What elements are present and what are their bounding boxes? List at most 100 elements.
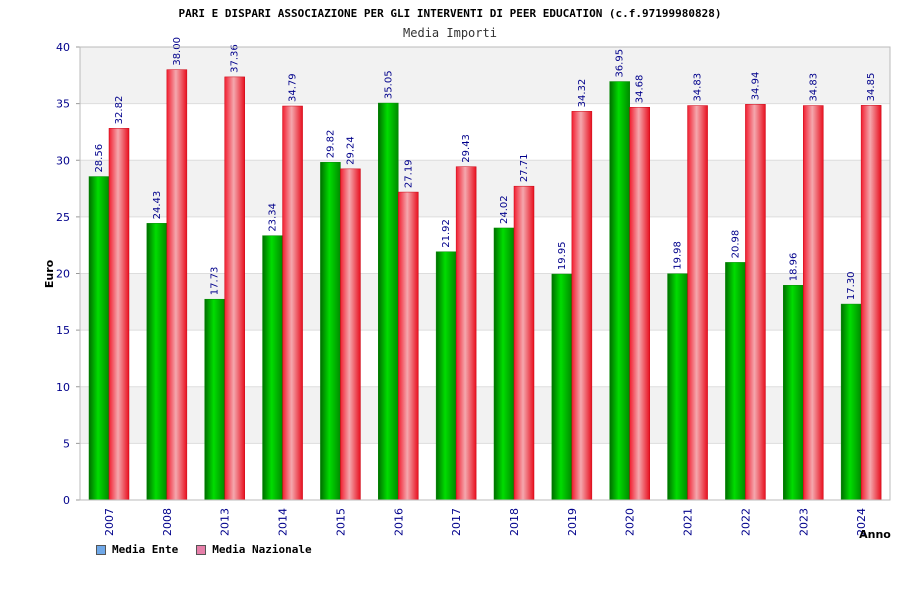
bar-media-nazionale-2015 bbox=[340, 168, 361, 501]
bar-media-nazionale-2021 bbox=[687, 105, 708, 501]
y-tick-label: 5 bbox=[63, 437, 70, 450]
bar-media-nazionale-2024 bbox=[860, 105, 882, 501]
data-label: 18.96 bbox=[788, 253, 799, 282]
data-label: 34.83 bbox=[808, 73, 819, 102]
x-tick-label: 2015 bbox=[334, 508, 347, 536]
x-axis-label: Anno bbox=[859, 528, 891, 541]
data-label: 23.34 bbox=[268, 203, 279, 232]
data-labels-group: 28.56 32.82 24.43 38.00 17.73 37.36 23.34 34.79… bbox=[94, 37, 877, 300]
y-tick-label: 25 bbox=[56, 211, 70, 224]
data-label: 27.19 bbox=[403, 159, 414, 188]
data-label: 34.79 bbox=[288, 73, 299, 102]
data-label: 19.98 bbox=[673, 241, 684, 270]
x-tick-label: 2014 bbox=[277, 508, 290, 536]
data-label: 34.94 bbox=[750, 72, 761, 101]
legend-swatch-media-ente bbox=[96, 544, 106, 555]
bar-media-nazionale-2016 bbox=[398, 191, 419, 501]
data-label: 29.24 bbox=[345, 136, 356, 165]
x-tick-label: 2017 bbox=[450, 508, 463, 536]
data-label: 20.98 bbox=[730, 230, 741, 259]
x-axis-ticks: 2007 2008 2013 2014 2015 2016 2017 2018 2019 2020… bbox=[103, 508, 868, 536]
data-label: 36.95 bbox=[615, 49, 626, 78]
x-tick-label: 2018 bbox=[508, 508, 521, 536]
y-tick-label: 40 bbox=[56, 41, 70, 54]
bar-media-ente-2008 bbox=[146, 223, 168, 501]
data-label: 19.95 bbox=[557, 241, 568, 270]
x-tick-label: 2007 bbox=[103, 508, 116, 536]
bar-media-nazionale-2017 bbox=[455, 166, 477, 501]
data-label: 17.73 bbox=[210, 267, 221, 296]
x-tick-label: 2024 bbox=[855, 508, 868, 536]
chart-subtitle: Media Importi bbox=[403, 26, 497, 40]
plot-band bbox=[80, 443, 890, 500]
plot-border bbox=[79, 46, 891, 501]
bar-media-nazionale-2008 bbox=[166, 69, 188, 501]
data-label: 32.82 bbox=[114, 96, 125, 125]
bar-media-ente-2013 bbox=[204, 298, 225, 501]
x-tick-label: 2008 bbox=[161, 508, 174, 536]
x-tick-label: 2021 bbox=[682, 508, 695, 536]
legend-label-media-ente: Media Ente bbox=[112, 543, 179, 556]
data-label: 38.00 bbox=[172, 37, 183, 66]
data-label: 27.71 bbox=[519, 154, 530, 183]
legend-item-media-ente: Media Ente bbox=[96, 543, 178, 556]
bar-media-ente-2022 bbox=[725, 262, 746, 501]
bar-media-nazionale-2018 bbox=[513, 185, 535, 501]
plot-band bbox=[80, 160, 890, 217]
bar-media-nazionale-2007 bbox=[108, 128, 130, 501]
bar-media-nazionale-2013 bbox=[224, 76, 245, 501]
data-label: 35.05 bbox=[383, 70, 394, 99]
bar-media-ente-2018 bbox=[493, 227, 515, 501]
data-label: 34.85 bbox=[866, 73, 877, 102]
data-label: 24.02 bbox=[499, 195, 510, 224]
legend-label-media-nazionale: Media Nazionale bbox=[212, 543, 312, 556]
data-label: 21.92 bbox=[441, 219, 452, 248]
y-axis-ticks: 0 5 10 15 20 25 30 35 40 bbox=[56, 41, 80, 507]
plot-band bbox=[80, 216, 890, 274]
bar-media-nazionale-2014 bbox=[282, 105, 303, 501]
legend-swatch-media-nazionale bbox=[196, 544, 207, 555]
plot-band bbox=[80, 330, 890, 387]
bar-media-nazionale-2019 bbox=[571, 111, 593, 501]
bar-media-ente-2007 bbox=[88, 176, 110, 501]
plot-band bbox=[80, 47, 890, 104]
bar-media-ente-2024 bbox=[840, 303, 862, 501]
legend: Media Ente Media Nazionale bbox=[96, 543, 312, 556]
bar-media-ente-2020 bbox=[609, 81, 630, 501]
bar-media-ente-2017 bbox=[435, 251, 457, 501]
y-tick-label: 15 bbox=[56, 324, 70, 337]
y-tick-label: 20 bbox=[56, 268, 70, 281]
x-tick-label: 2016 bbox=[392, 508, 405, 536]
bars-group bbox=[88, 69, 882, 501]
bar-media-ente-2019 bbox=[551, 273, 573, 501]
data-label: 29.43 bbox=[461, 134, 472, 163]
data-label: 34.83 bbox=[693, 73, 704, 102]
legend-item-media-nazionale: Media Nazionale bbox=[196, 543, 312, 556]
bar-media-ente-2014 bbox=[262, 235, 283, 501]
data-label: 24.43 bbox=[152, 191, 163, 220]
bar-media-ente-2021 bbox=[667, 273, 688, 501]
y-tick-label: 35 bbox=[56, 98, 70, 111]
plot-band bbox=[80, 273, 890, 331]
data-label: 37.36 bbox=[230, 44, 241, 73]
x-tick-label: 2013 bbox=[219, 508, 232, 536]
y-tick-label: 30 bbox=[56, 154, 70, 167]
data-label: 34.32 bbox=[577, 79, 588, 108]
y-tick-label: 0 bbox=[63, 494, 70, 507]
bar-media-nazionale-2023 bbox=[803, 105, 824, 501]
x-tick-label: 2022 bbox=[739, 508, 752, 536]
x-tick-label: 2019 bbox=[566, 508, 579, 536]
y-axis-label: Euro bbox=[43, 259, 56, 288]
y-tick-label: 10 bbox=[56, 381, 70, 394]
plot-band bbox=[80, 103, 890, 161]
data-label: 34.68 bbox=[635, 75, 646, 104]
plot-band bbox=[80, 386, 890, 444]
data-label: 28.56 bbox=[94, 144, 105, 173]
bar-media-nazionale-2022 bbox=[745, 104, 766, 501]
chart-title: PARI E DISPARI ASSOCIAZIONE PER GLI INTE… bbox=[178, 7, 721, 20]
x-tick-label: 2023 bbox=[797, 508, 810, 536]
data-label: 29.82 bbox=[325, 130, 336, 159]
bar-media-ente-2015 bbox=[320, 162, 341, 501]
bar-media-nazionale-2020 bbox=[629, 106, 650, 501]
